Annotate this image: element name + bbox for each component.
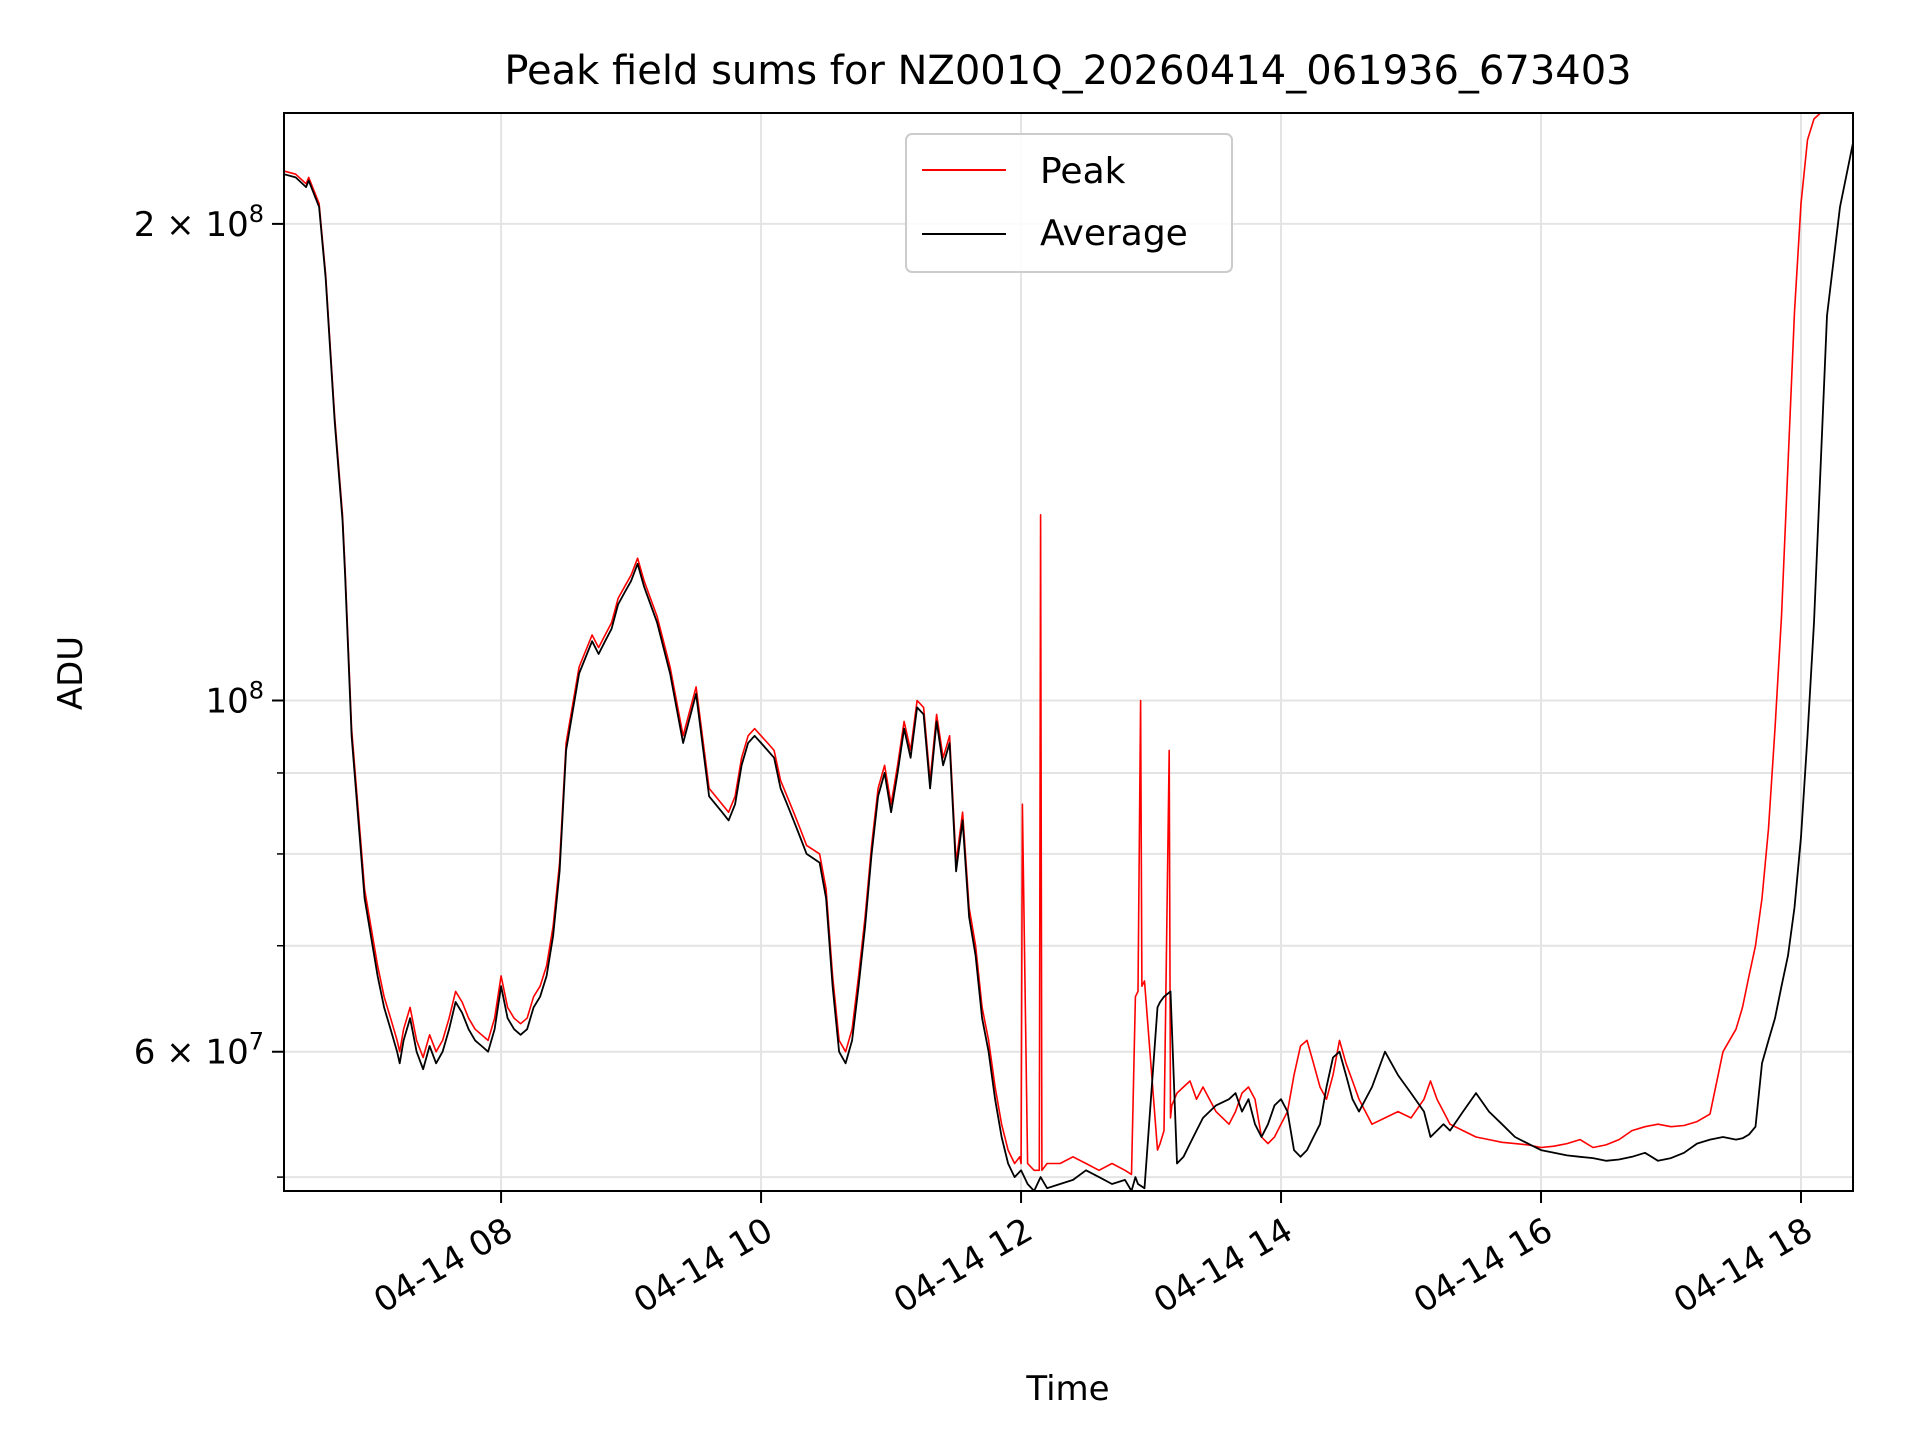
x-axis-label: Time (1025, 1369, 1109, 1409)
x-axis: 04-14 08 04-14 10 04-14 12 04-14 14 04-14 16… (367, 1191, 1820, 1321)
y-tick-label: 6 × 107 (134, 1028, 264, 1073)
legend[interactable]: Peak Average (905, 133, 1233, 273)
average-series-line (284, 142, 1853, 1191)
legend-box (905, 133, 1233, 273)
series-layer (284, 113, 1853, 1191)
x-tick-label: 04-14 16 (1407, 1210, 1559, 1321)
x-tick-label: 04-14 18 (1667, 1210, 1819, 1321)
y-tick-label: 2 × 108 (134, 200, 264, 245)
y-axis: 6 × 107 108 2 × 108 (134, 200, 284, 1178)
grid (284, 113, 1853, 1191)
x-tick-label: 04-14 14 (1147, 1210, 1299, 1321)
legend-peak-label: Peak (1040, 151, 1126, 192)
y-axis-label: ADU (51, 636, 91, 710)
x-tick-label: 04-14 12 (887, 1210, 1039, 1321)
legend-average-label: Average (1040, 213, 1188, 254)
x-tick-label: 04-14 08 (367, 1210, 519, 1321)
plot-frame (283, 112, 1854, 1192)
y-tick-label: 108 (205, 676, 264, 721)
x-tick-label: 04-14 10 (627, 1210, 779, 1321)
chart-title: Peak field sums for NZ001Q_20260414_0619… (504, 48, 1631, 94)
peak-series-line (284, 113, 1827, 1176)
